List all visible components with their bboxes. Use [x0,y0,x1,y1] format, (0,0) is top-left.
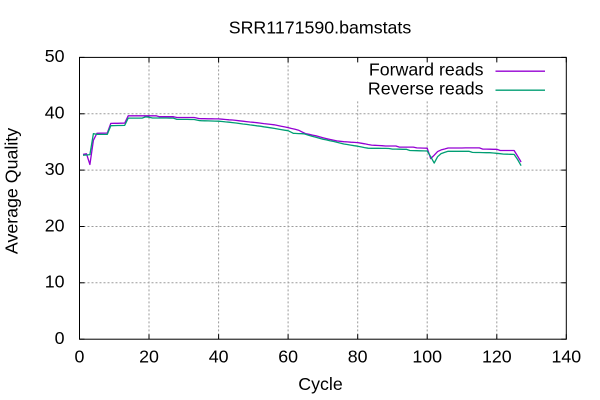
svg-text:40: 40 [45,103,65,123]
svg-text:140: 140 [551,347,581,367]
svg-text:20: 20 [45,215,65,235]
svg-text:40: 40 [209,347,229,367]
svg-text:10: 10 [45,272,65,292]
svg-text:120: 120 [482,347,512,367]
svg-text:30: 30 [45,159,65,179]
svg-text:Reverse reads: Reverse reads [368,79,484,99]
svg-text:0: 0 [75,347,85,367]
svg-text:20: 20 [139,347,159,367]
svg-text:Forward reads: Forward reads [369,60,484,80]
svg-text:SRR1171590.bamstats: SRR1171590.bamstats [229,18,412,38]
svg-text:Average Quality: Average Quality [2,128,22,254]
svg-text:100: 100 [412,347,442,367]
svg-text:80: 80 [348,347,368,367]
svg-text:50: 50 [45,46,65,66]
svg-text:60: 60 [278,347,298,367]
svg-text:Cycle: Cycle [298,374,343,394]
svg-text:0: 0 [55,328,65,348]
